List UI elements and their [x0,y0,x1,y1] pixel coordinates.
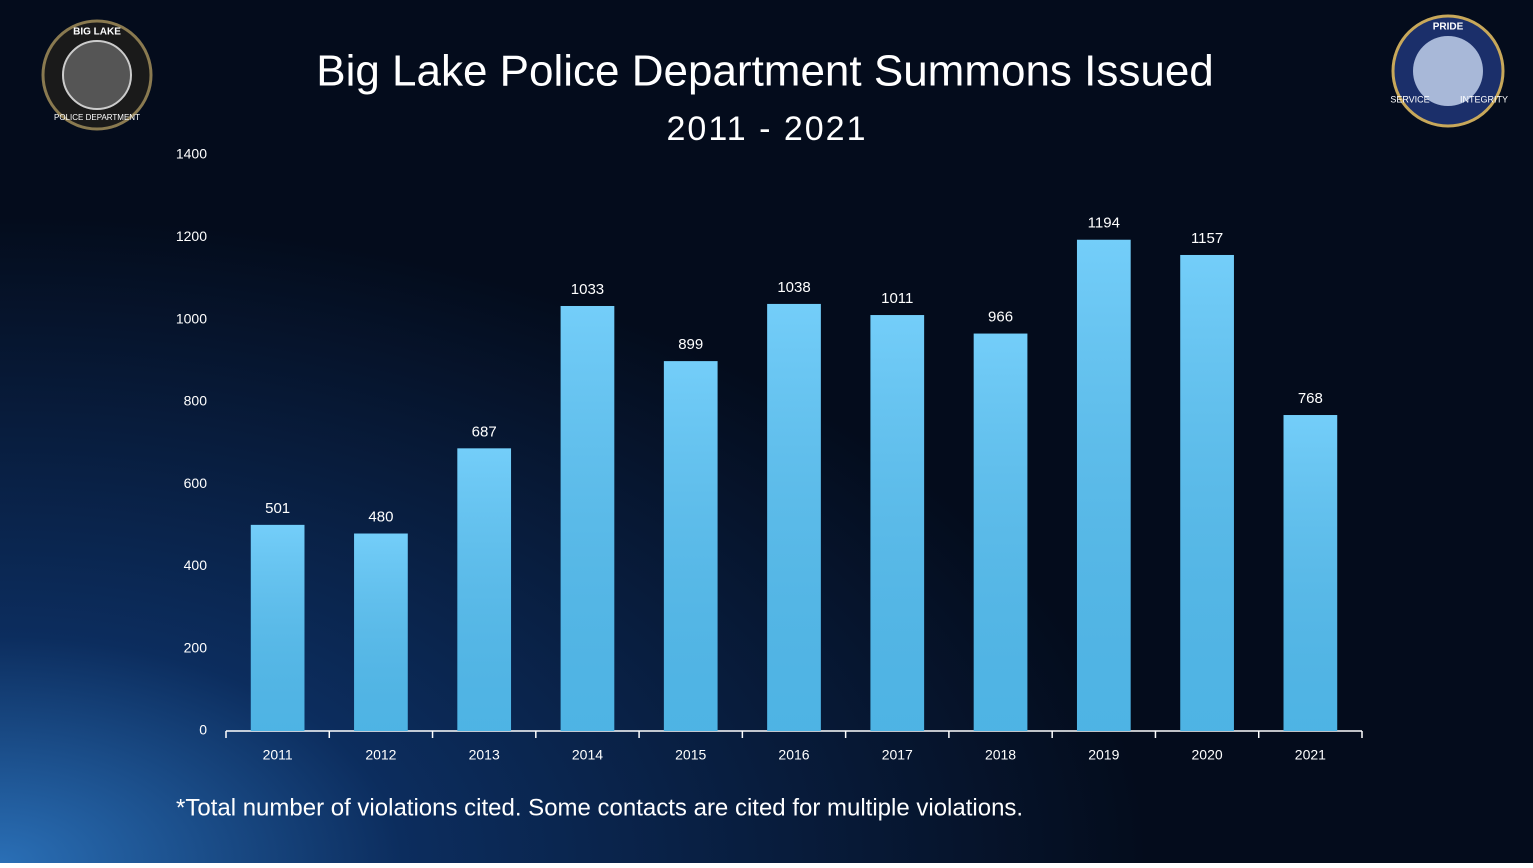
x-tick-label: 2016 [778,747,809,763]
value-label: 1157 [1191,230,1223,247]
y-tick-label: 1200 [176,228,207,244]
x-tick-label: 2021 [1295,747,1326,763]
value-label: 899 [678,336,703,353]
value-label: 966 [988,309,1013,326]
x-tick-label: 2015 [675,747,706,763]
y-tick-label: 1400 [176,146,207,162]
x-tick-label: 2018 [985,747,1016,763]
logo-text: PRIDE [1433,22,1464,33]
chart-title: Big Lake Police Department Summons Issue… [316,47,1214,96]
y-tick-label: 200 [184,639,208,655]
bar-shade [973,333,1028,731]
bar-shade [767,303,821,731]
value-label: 1038 [777,279,810,296]
bar-shade [1283,415,1338,731]
value-label: 687 [472,423,497,440]
bar-shade [250,524,305,731]
x-tick-label: 2013 [469,747,500,763]
y-tick-label: 800 [184,393,208,409]
y-tick-label: 0 [199,722,207,738]
bar-shade [663,361,718,731]
x-tick-label: 2019 [1088,747,1119,763]
chart-subtitle: 2011 - 2021 [667,110,868,148]
logo-text: POLICE DEPARTMENT [54,113,140,122]
bar-shade [1076,239,1131,732]
x-tick-label: 2020 [1192,747,1223,763]
y-tick-label: 1000 [176,310,207,326]
x-tick-label: 2012 [365,747,396,763]
logo-text: INTEGRITY [1460,94,1508,104]
logo-text: BIG LAKE [73,27,121,38]
y-tick-label: 600 [184,475,208,491]
value-label: 768 [1298,390,1323,407]
value-label: 480 [368,508,393,525]
value-label: 501 [265,500,290,517]
value-label: 1194 [1088,215,1120,232]
bar-shade [354,533,408,731]
x-tick-label: 2011 [263,747,293,763]
value-label: 1033 [571,281,604,298]
x-tick-label: 2017 [882,747,913,763]
bar-shade [560,305,615,731]
bar-shade [870,315,925,731]
logo-text: SERVICE [1390,94,1429,104]
bar-shade [457,448,512,731]
y-tick-label: 400 [184,557,208,573]
value-label: 1011 [881,290,913,307]
footnote: *Total number of violations cited. Some … [176,794,1023,821]
left-logo: BIG LAKE POLICE DEPARTMENT [41,19,153,131]
x-tick-label: 2014 [572,747,603,763]
bar-shade [1180,254,1234,731]
right-logo: PRIDE SERVICE INTEGRITY [1390,14,1508,128]
